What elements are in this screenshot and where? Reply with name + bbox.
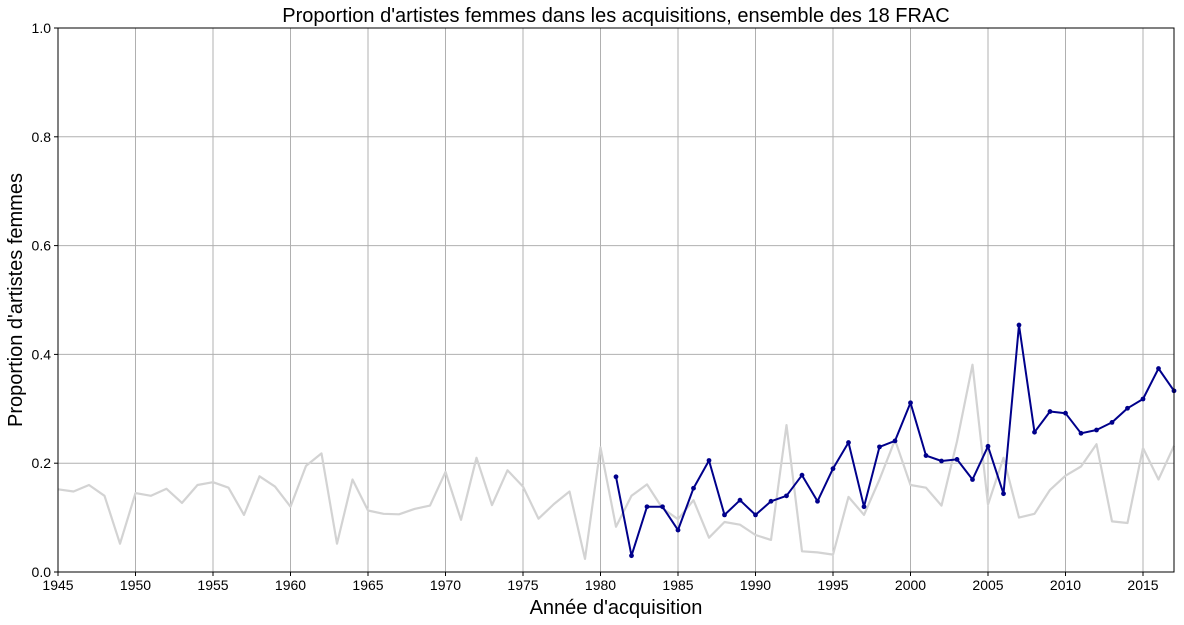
data-point [660,504,665,510]
series-layer [57,322,1177,561]
data-point [706,458,712,463]
x-tick-label: 1955 [197,577,228,593]
data-point [954,456,960,462]
data-point [737,497,743,503]
data-point [1001,491,1006,497]
x-tick-label: 1990 [740,577,771,593]
series-line [57,363,1175,561]
data-point [1094,427,1099,433]
y-tick-label: 1.0 [32,20,52,36]
data-point [815,498,820,504]
data-point [691,485,696,491]
data-point [613,474,619,480]
x-axis-title: Année d'acquisition [530,597,703,619]
data-point [908,400,913,406]
data-point [1125,405,1130,411]
x-tick-label: 1970 [430,577,461,593]
x-tick-label: 1960 [275,577,306,593]
data-point [892,438,898,444]
y-axis-ticks: 0.0 0.2 0.4 0.6 0.8 1.0 [32,20,58,580]
x-tick-label: 2015 [1127,577,1158,593]
x-axis-ticks: 1945 1950 1955 1960 1965 1970 1975 1980 1985 1990… [42,572,1159,593]
data-point [877,444,882,450]
data-point [846,440,851,445]
data-point [970,477,975,482]
x-tick-label: 2010 [1050,577,1081,593]
x-tick-label: 1995 [817,577,848,593]
data-point [939,458,944,464]
y-tick-label: 0.2 [32,455,52,471]
data-point [1109,420,1115,425]
data-point [985,443,991,449]
x-tick-label: 1975 [507,577,538,593]
plot-frame [57,27,1175,573]
data-point [722,512,727,518]
data-point [923,453,929,458]
data-point [1032,429,1037,435]
x-tick-label: 1980 [585,577,616,593]
data-point [675,527,681,533]
x-tick-label: 1985 [662,577,693,593]
data-point [753,512,758,518]
x-tick-label: 2000 [895,577,926,593]
data-point [861,504,867,510]
data-point [1063,410,1068,416]
data-point [830,466,836,472]
data-point [784,493,789,499]
data-point [1047,409,1053,414]
x-tick-label: 2005 [972,577,1003,593]
y-tick-label: 0.4 [32,346,52,362]
data-point [1156,366,1161,371]
y-axis-title: Proportion d'artistes femmes [5,173,27,427]
x-tick-label: 1965 [352,577,383,593]
data-point [1016,322,1022,328]
data-point [799,472,805,478]
y-tick-label: 0.8 [32,129,52,145]
y-tick-label: 0.6 [32,238,52,254]
chart-title: Proportion d'artistes femmes dans les ac… [282,5,949,27]
series-1 [57,363,1175,561]
grid-lines [57,27,1174,573]
data-point [1078,430,1084,436]
x-tick-label: 1945 [42,577,73,593]
y-tick-label: 0.0 [32,564,52,580]
x-tick-label: 1950 [120,577,151,593]
data-point [644,504,650,510]
data-point [629,553,634,559]
data-point [768,498,774,504]
data-point [1140,396,1146,402]
series-2 [613,322,1177,559]
